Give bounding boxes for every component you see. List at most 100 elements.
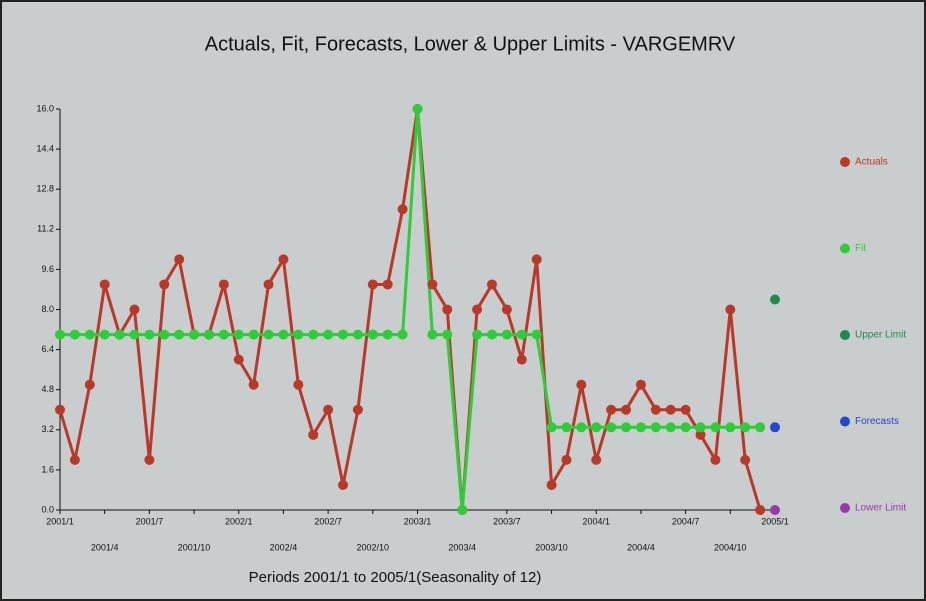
- data-point: [546, 422, 557, 433]
- x-tick-label: 2001/7: [136, 516, 164, 526]
- data-point: [427, 329, 438, 340]
- data-point: [382, 279, 393, 290]
- x-tick-label: 2003/7: [493, 516, 521, 526]
- data-point: [576, 422, 587, 433]
- data-point: [635, 422, 646, 433]
- data-point: [189, 329, 200, 340]
- x-tick-label: 2004/1: [582, 516, 610, 526]
- data-point: [99, 329, 110, 340]
- data-point: [576, 379, 587, 390]
- legend-label: Upper Limit: [855, 330, 906, 341]
- data-point: [293, 329, 304, 340]
- data-point: [606, 422, 617, 433]
- data-point: [680, 404, 691, 415]
- y-tick-label: 12.8: [36, 184, 54, 194]
- data-point: [323, 329, 334, 340]
- data-point: [159, 329, 170, 340]
- data-point: [725, 422, 736, 433]
- legend-marker: [840, 503, 850, 513]
- data-point: [248, 329, 259, 340]
- x-tick-label: 2004/10: [714, 542, 747, 552]
- data-point: [770, 505, 780, 515]
- x-tick-label: 2003/10: [535, 542, 568, 552]
- x-tick-label: 2002/10: [357, 542, 390, 552]
- legend-marker: [840, 416, 850, 427]
- data-point: [84, 379, 95, 390]
- data-point: [531, 254, 542, 265]
- data-point: [352, 329, 363, 340]
- legend-label: Actuals: [855, 157, 888, 168]
- data-point: [69, 454, 80, 465]
- y-tick-label: 0.0: [41, 504, 54, 514]
- data-point: [635, 379, 646, 390]
- data-point: [695, 422, 706, 433]
- data-point: [770, 422, 780, 433]
- data-point: [591, 422, 602, 433]
- data-point: [755, 505, 766, 515]
- data-point: [55, 404, 65, 415]
- legend-label: Lower Limit: [855, 503, 906, 514]
- data-point: [263, 329, 274, 340]
- data-point: [516, 354, 527, 365]
- x-tick-label: 2002/4: [270, 542, 298, 552]
- y-tick-label: 16.0: [36, 103, 54, 113]
- data-point: [278, 329, 289, 340]
- data-point: [397, 329, 408, 340]
- data-point: [606, 404, 617, 415]
- y-tick-label: 8.0: [41, 304, 54, 314]
- series-line: [58, 108, 762, 511]
- data-point: [69, 329, 80, 340]
- data-point: [338, 479, 349, 490]
- data-point: [308, 429, 319, 440]
- data-point: [442, 304, 453, 315]
- data-point: [472, 329, 483, 340]
- data-point: [725, 304, 736, 315]
- data-point: [546, 479, 557, 490]
- legend-marker: [840, 330, 850, 340]
- data-point: [55, 329, 65, 340]
- data-point: [278, 254, 289, 265]
- data-point: [486, 279, 497, 290]
- y-tick-label: 14.4: [36, 143, 54, 153]
- data-point: [770, 294, 780, 305]
- data-point: [144, 329, 155, 340]
- data-point: [650, 404, 661, 415]
- data-point: [561, 454, 572, 465]
- x-tick-label: 2001/10: [178, 542, 211, 552]
- data-point: [114, 329, 125, 340]
- x-tick-label: 2002/7: [314, 516, 342, 526]
- data-point: [218, 279, 229, 290]
- data-point: [516, 329, 527, 340]
- data-point: [621, 422, 632, 433]
- data-point: [174, 329, 185, 340]
- legend-marker: [840, 243, 850, 254]
- data-point: [323, 404, 334, 415]
- data-point: [293, 379, 304, 390]
- x-tick-label: 2001/1: [46, 516, 74, 526]
- data-point: [144, 454, 155, 465]
- legend-marker: [840, 157, 850, 167]
- data-point: [367, 329, 378, 340]
- data-point: [665, 404, 676, 415]
- data-point: [755, 422, 766, 433]
- x-axis-title: Periods 2001/1 to 2005/1(Seasonality of …: [249, 569, 542, 586]
- data-point: [308, 329, 319, 340]
- data-point: [665, 422, 676, 433]
- data-point: [740, 454, 751, 465]
- data-point: [442, 329, 453, 340]
- data-point: [650, 422, 661, 433]
- legend-label: Forecasts: [855, 416, 899, 427]
- data-point: [99, 279, 110, 290]
- y-tick-label: 6.4: [41, 344, 54, 354]
- data-point: [695, 429, 706, 440]
- x-tick-label: 2001/4: [91, 542, 119, 552]
- data-point: [233, 329, 244, 340]
- data-point: [248, 379, 259, 390]
- data-point: [84, 329, 95, 340]
- data-point: [397, 204, 408, 215]
- data-point: [710, 454, 721, 465]
- data-point: [218, 329, 229, 340]
- data-point: [367, 279, 378, 290]
- data-point: [129, 329, 140, 340]
